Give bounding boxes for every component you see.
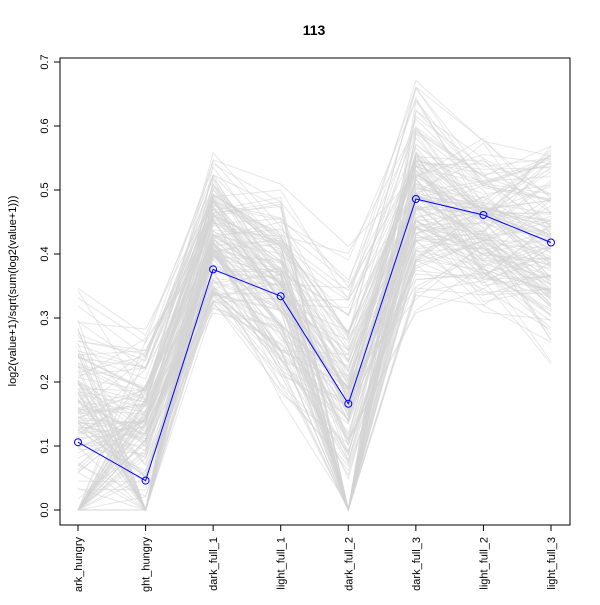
background-series-line	[77, 222, 552, 479]
background-series-line	[77, 210, 552, 512]
highlight-series-line	[77, 198, 552, 482]
highlight-series-point	[276, 292, 285, 301]
x-tick-label: light_full_2	[478, 537, 490, 590]
y-axis-label: log2(value+1)/sqrt(sum(log2(value+1)))	[7, 196, 19, 387]
x-tick-label: dark_full_1	[208, 537, 220, 591]
background-series-line	[77, 159, 552, 400]
background-series-line	[77, 86, 552, 369]
background-series-line	[77, 158, 552, 511]
y-tick-label: 0.3	[39, 310, 51, 325]
x-tick-label: dark_full_2	[343, 537, 355, 591]
background-series-line	[77, 155, 552, 512]
y-tick-label: 0.6	[39, 118, 51, 133]
y-tick-label: 0.0	[39, 502, 51, 517]
highlight-series-point	[209, 265, 218, 274]
y-tick-label: 0.7	[39, 54, 51, 69]
background-series-line	[77, 184, 552, 419]
highlight-series-point	[74, 438, 82, 447]
x-axis: ark_hungry ght_hungry dark_full_1 light_ful…	[73, 524, 558, 593]
x-tick-label: dark_full_3	[411, 537, 423, 591]
background-series-line	[77, 188, 552, 511]
background-series-line	[77, 192, 552, 471]
x-tick-label: ark_hungry	[73, 537, 85, 593]
highlight-series-point	[141, 476, 150, 485]
background-series-line	[77, 153, 552, 511]
background-series-line	[77, 206, 552, 511]
y-tick-label: 0.4	[39, 246, 51, 261]
y-axis: 0.0 0.1 0.2 0.3 0.4 0.5 0.6 0.7	[39, 54, 61, 518]
background-series-line	[78, 246, 552, 511]
x-tick-label: light_full_1	[276, 537, 288, 590]
background-series-line	[77, 99, 552, 392]
highlight-series-point	[344, 399, 353, 408]
background-series-line	[77, 168, 552, 369]
highlight-series-point	[411, 195, 420, 203]
background-series-line	[77, 79, 552, 337]
background-series-line	[77, 266, 552, 508]
y-tick-label: 0.1	[39, 438, 51, 453]
background-series-line	[77, 132, 552, 511]
background-series-line	[77, 205, 552, 512]
x-tick-label: ght_hungry	[141, 537, 153, 593]
highlight-series-point	[479, 211, 488, 219]
x-tick-label: light_full_3	[546, 537, 558, 590]
background-series-line	[77, 212, 552, 454]
highlight-series-group	[74, 195, 555, 485]
background-series-line	[77, 236, 552, 511]
y-tick-label: 0.5	[39, 182, 51, 197]
highlight-series-point	[547, 238, 555, 247]
chart-title: 113	[303, 22, 326, 38]
background-series-line	[77, 233, 552, 511]
background-series-line	[77, 226, 552, 511]
background-series-group	[77, 79, 552, 512]
y-tick-label: 0.2	[39, 374, 51, 389]
